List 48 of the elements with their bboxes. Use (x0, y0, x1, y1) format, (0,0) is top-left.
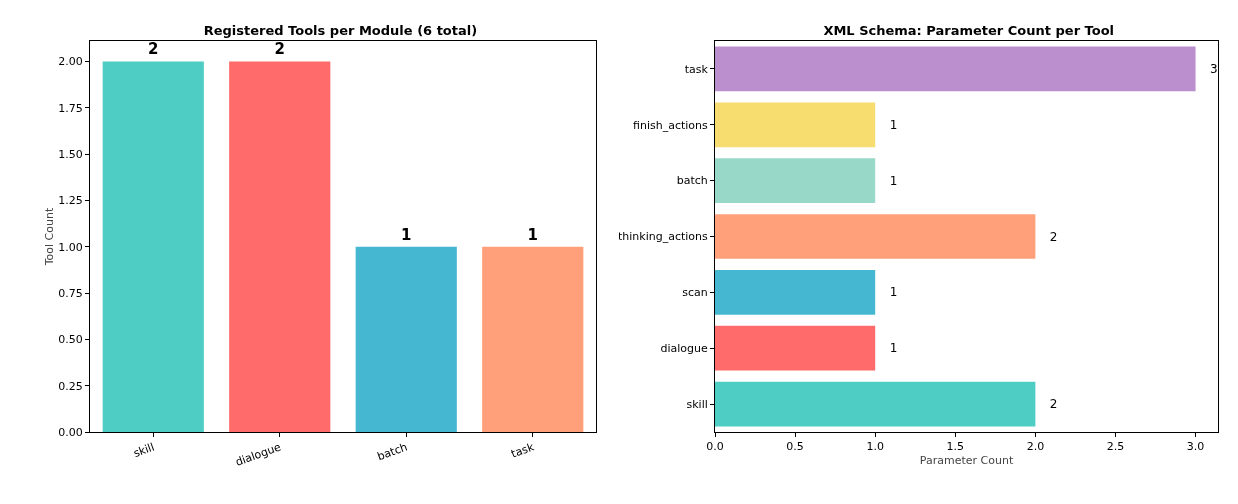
bar (715, 381, 1036, 427)
x-tick-label: 0.0 (706, 440, 724, 454)
x-tick-label: 0.5 (786, 440, 804, 454)
bar (715, 158, 876, 203)
data-label: 2 (1038, 229, 1058, 244)
chart-title: XML Schema: Parameter Count per Tool (823, 22, 1115, 38)
x-tick-label: 3.0 (1186, 440, 1205, 454)
bar (715, 325, 876, 371)
bar (715, 214, 1036, 259)
data-label: 1 (401, 225, 412, 244)
data-label: 2 (1038, 397, 1058, 412)
y-tick-label: 2.00 (58, 55, 83, 69)
y-tick-label: 1.50 (58, 147, 83, 161)
x-tick-label: 2.5 (1106, 440, 1125, 454)
bar (715, 46, 1196, 92)
y-tick-label: dialogue (660, 342, 709, 356)
data-label: 1 (878, 117, 898, 132)
data-label: 2 (148, 40, 159, 59)
x-tick-label: task (509, 440, 537, 461)
y-tick-label: 0.00 (58, 425, 83, 439)
y-axis-title: Tool Count (43, 207, 57, 267)
data-label: 1 (878, 341, 898, 356)
y-tick-label: 1.00 (58, 240, 83, 254)
data-label: 1 (878, 285, 898, 300)
y-tick-label: scan (682, 286, 708, 300)
y-tick-label: 1.75 (58, 101, 83, 115)
x-tick-label: skill (131, 440, 157, 460)
y-tick-label: 1.25 (58, 194, 83, 208)
x-axis-title: Parameter Count (919, 454, 1014, 468)
y-tick-label: task (684, 62, 709, 76)
x-tick-label: 1.0 (866, 440, 884, 454)
y-tick-label: 0.75 (58, 286, 83, 300)
y-tick-label: skill (686, 397, 708, 411)
y-tick-label: 0.50 (58, 333, 83, 347)
x-tick-label: 2.0 (1026, 440, 1045, 454)
y-tick-label: thinking_actions (618, 230, 709, 244)
y-tick-label: batch (676, 174, 708, 188)
y-tick-label: finish_actions (633, 118, 709, 132)
data-label: 1 (527, 225, 538, 244)
data-label: 3 (1198, 61, 1218, 76)
x-tick-label: 1.5 (946, 440, 965, 454)
y-tick-label: 0.25 (58, 379, 83, 393)
data-label: 2 (274, 40, 285, 59)
chart-title: Registered Tools per Module (6 total) (203, 22, 478, 38)
bar (715, 270, 876, 315)
x-tick-label: batch (375, 440, 410, 464)
bar (715, 102, 876, 148)
data-label: 1 (878, 173, 898, 188)
